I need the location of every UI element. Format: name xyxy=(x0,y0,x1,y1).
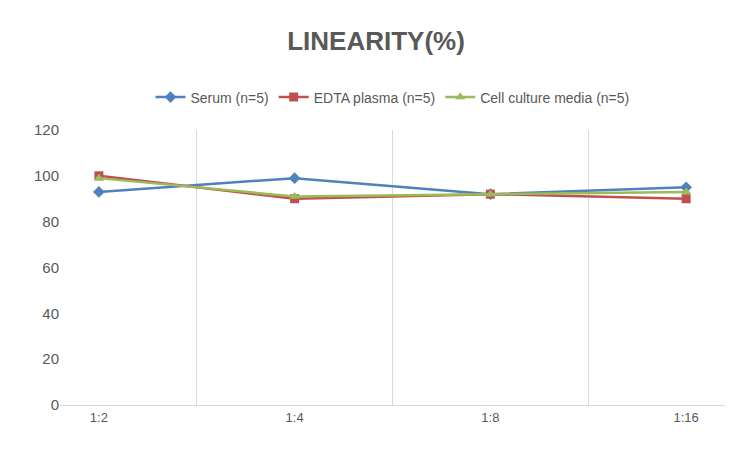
svg-text:80: 80 xyxy=(42,213,59,230)
svg-text:1:8: 1:8 xyxy=(481,410,499,425)
svg-text:0: 0 xyxy=(51,396,59,413)
svg-text:Serum (n=5): Serum (n=5) xyxy=(191,90,269,106)
svg-text:1:2: 1:2 xyxy=(90,410,108,425)
svg-text:Cell culture media (n=5): Cell culture media (n=5) xyxy=(480,90,629,106)
svg-text:20: 20 xyxy=(42,350,59,367)
svg-text:1:16: 1:16 xyxy=(673,410,698,425)
svg-text:60: 60 xyxy=(42,259,59,276)
svg-text:120: 120 xyxy=(34,121,59,138)
svg-text:100: 100 xyxy=(34,167,59,184)
svg-text:1:4: 1:4 xyxy=(286,410,304,425)
svg-text:EDTA plasma (n=5): EDTA plasma (n=5) xyxy=(314,90,436,106)
svg-text:LINEARITY(%): LINEARITY(%) xyxy=(287,26,465,56)
svg-text:40: 40 xyxy=(42,305,59,322)
